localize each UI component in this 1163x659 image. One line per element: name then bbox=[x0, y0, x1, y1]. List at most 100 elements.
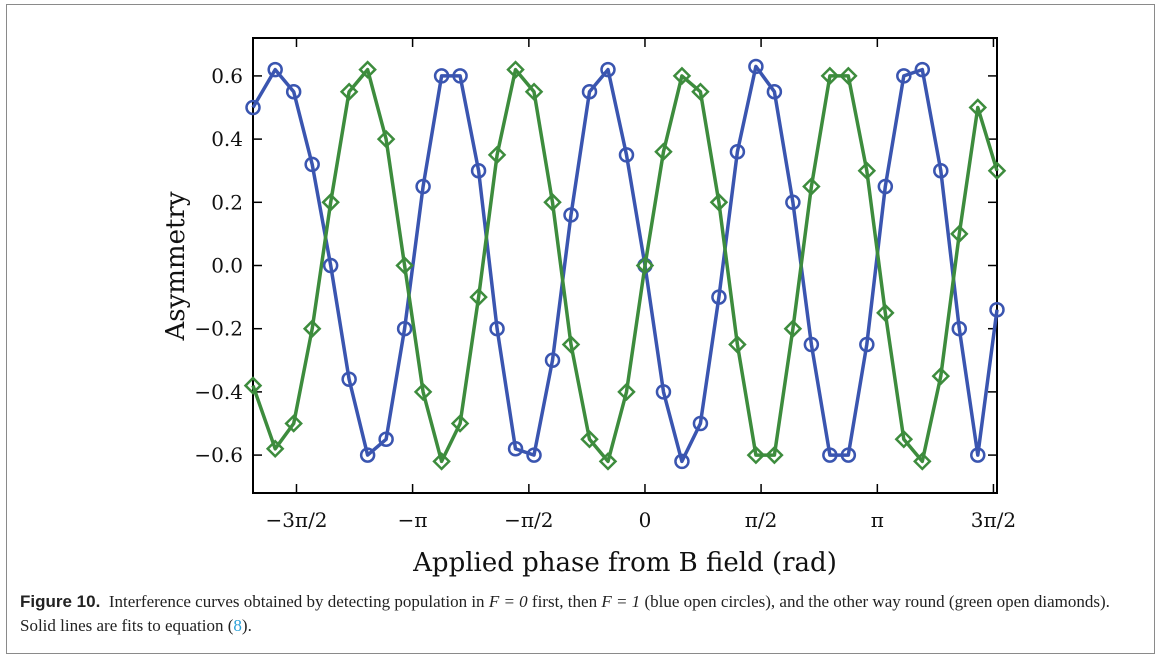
data-point-circle bbox=[933, 162, 949, 179]
data-point-circle bbox=[822, 447, 838, 463]
data-point-circle bbox=[896, 68, 912, 84]
data-point-diamond bbox=[450, 414, 470, 433]
caption-text-2: first, then bbox=[527, 592, 602, 611]
data-point-circle bbox=[563, 207, 579, 223]
data-point-circle bbox=[285, 83, 302, 100]
data-point-diamond bbox=[358, 60, 377, 79]
data-point-diamond bbox=[561, 335, 581, 354]
data-point-circle bbox=[489, 320, 505, 337]
data-point-diamond bbox=[672, 66, 692, 86]
data-point-circle bbox=[803, 336, 820, 353]
data-point-diamond bbox=[691, 82, 710, 101]
caption-math-2: F = 1 bbox=[601, 592, 641, 611]
caption-label: Figure 10. bbox=[20, 592, 101, 611]
data-point-diamond bbox=[746, 445, 766, 465]
data-point-diamond bbox=[987, 161, 1007, 180]
data-point-diamond bbox=[617, 382, 636, 402]
data-point-diamond bbox=[876, 303, 895, 323]
plot-area bbox=[252, 37, 998, 494]
data-point-diamond bbox=[968, 98, 988, 117]
figure-frame bbox=[6, 4, 1155, 654]
tick-labels: −3π/2 −π −π/2 0 π/2 π 3π/2 0.6 0.4 0.2 0.0 −0.2 −0.4… bbox=[194, 64, 1016, 532]
data-point-diamond bbox=[913, 452, 932, 471]
data-point-diamond bbox=[654, 142, 673, 162]
data-point-diamond bbox=[765, 445, 784, 465]
data-point-circle bbox=[785, 194, 801, 211]
data-point-circle bbox=[600, 61, 616, 78]
data-point-diamond bbox=[395, 256, 414, 275]
data-point-diamond bbox=[243, 376, 263, 395]
x-tick-label: 3π/2 bbox=[971, 508, 1016, 532]
x-axis-title: Applied phase from B field (rad) bbox=[412, 548, 837, 578]
data-point-diamond bbox=[487, 145, 507, 165]
data-point-circle bbox=[951, 320, 968, 337]
equation-reference-link[interactable]: 8 bbox=[233, 616, 242, 635]
data-point-circle bbox=[859, 336, 875, 353]
data-point-diamond bbox=[598, 452, 618, 471]
data-point-diamond bbox=[469, 287, 488, 307]
data-point-circle bbox=[692, 415, 709, 432]
y-tick-label: 0.0 bbox=[211, 254, 243, 278]
series-diamond-line bbox=[251, 67, 999, 464]
data-point-diamond bbox=[321, 193, 340, 212]
data-point-diamond bbox=[820, 66, 840, 86]
data-point-diamond bbox=[839, 66, 858, 86]
data-point-diamond bbox=[857, 161, 877, 180]
data-point-diamond bbox=[950, 224, 969, 244]
data-point-diamond bbox=[339, 82, 359, 101]
data-point-diamond bbox=[783, 319, 803, 338]
data-point-circle bbox=[396, 320, 413, 337]
data-point-diamond bbox=[432, 452, 451, 471]
caption-text-4: ). bbox=[241, 616, 252, 635]
data-point-circle bbox=[378, 431, 394, 448]
caption-text-3: (blue open circles), and the other way r… bbox=[20, 592, 1110, 635]
x-tick-label: −π bbox=[398, 508, 428, 532]
y-axis-title: Asymmetry bbox=[161, 191, 191, 341]
data-point-circle bbox=[581, 83, 598, 100]
data-point-circle bbox=[359, 447, 376, 463]
data-point-circle bbox=[877, 178, 894, 195]
data-point-circle bbox=[674, 453, 690, 470]
data-point-diamond bbox=[376, 129, 396, 149]
y-tick-label: 0.2 bbox=[211, 190, 243, 214]
y-tick-label: 0.4 bbox=[211, 127, 243, 151]
data-point-diamond bbox=[284, 414, 303, 433]
data-point-diamond bbox=[802, 177, 821, 196]
y-tick-label: −0.6 bbox=[194, 443, 243, 467]
data-point-circle bbox=[507, 441, 524, 457]
data-point-circle bbox=[766, 83, 783, 100]
data-point-diamond bbox=[413, 382, 433, 402]
data-point-diamond bbox=[506, 60, 525, 79]
data-point-diamond bbox=[728, 335, 747, 354]
data-point-circle bbox=[655, 384, 672, 400]
caption-math-1: F = 0 bbox=[488, 592, 528, 611]
data-point-diamond bbox=[265, 439, 285, 459]
data-point-circle bbox=[470, 162, 487, 179]
data-point-diamond bbox=[580, 430, 599, 449]
fit-lines bbox=[251, 64, 999, 464]
y-tick-label: −0.4 bbox=[194, 380, 243, 404]
data-point-circle bbox=[267, 61, 283, 78]
x-tick-label: −π/2 bbox=[504, 508, 553, 532]
data-point-circle bbox=[970, 447, 986, 463]
data-point-circle bbox=[914, 61, 931, 78]
data-point-circle bbox=[544, 352, 561, 369]
data-point-circle bbox=[304, 156, 320, 173]
data-point-circle bbox=[526, 447, 542, 463]
data-point-circle bbox=[452, 68, 468, 84]
x-tick-label: −3π/2 bbox=[265, 508, 327, 532]
data-point-circle bbox=[415, 178, 431, 195]
series-circle-line bbox=[251, 64, 999, 464]
y-tick-label: 0.6 bbox=[211, 64, 243, 88]
x-tick-label: π/2 bbox=[745, 508, 778, 532]
y-tick-label: −0.2 bbox=[194, 317, 243, 341]
data-point-diamond bbox=[524, 82, 544, 101]
x-tick-label: π bbox=[871, 508, 884, 532]
data-point-circle bbox=[245, 99, 261, 116]
data-point-diamond bbox=[635, 256, 655, 275]
data-point-circle bbox=[729, 144, 746, 160]
data-point-diamond bbox=[931, 366, 951, 386]
data-point-diamond bbox=[894, 430, 914, 449]
data-point-diamond bbox=[302, 319, 322, 338]
data-point-circle bbox=[433, 68, 450, 84]
